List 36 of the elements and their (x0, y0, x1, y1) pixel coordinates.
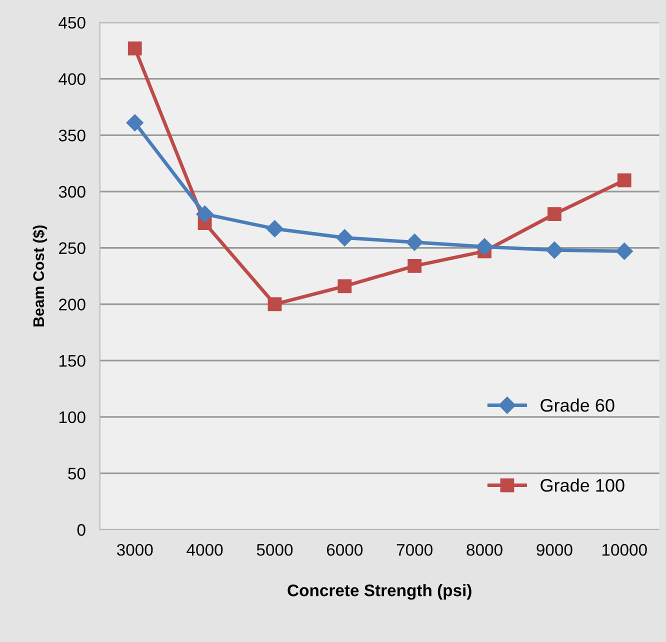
point (338, 279, 352, 294)
x-tick-label: 5000 (256, 544, 293, 556)
x-tick-label: 6000 (326, 544, 363, 556)
y-tick-label: 350 (58, 130, 86, 142)
point (616, 242, 633, 260)
x-tick-label: 7000 (396, 544, 432, 556)
x-tick-label: 4000 (186, 544, 223, 556)
x-axis-title: Concrete Strength (psi) (288, 584, 472, 600)
legend-label: Grade 60 (540, 398, 614, 412)
y-tick-label: 0 (77, 524, 86, 536)
y-tick-label: 450 (58, 16, 86, 29)
point (196, 206, 214, 223)
x-tick-label: 9000 (536, 544, 572, 556)
y-tick-label: 300 (58, 186, 86, 198)
y-tick-label: 200 (59, 298, 86, 310)
point (268, 297, 282, 312)
y-axis-title: Beam Cost ($) (32, 225, 48, 326)
point (408, 258, 422, 273)
point (548, 207, 562, 222)
x-tick-label: 3000 (116, 544, 153, 556)
y-tick-label: 400 (58, 73, 86, 86)
point (476, 238, 494, 256)
y-tick-label: 250 (59, 242, 86, 254)
point (617, 173, 632, 188)
point (336, 229, 354, 246)
y-tick-label: 150 (59, 354, 86, 367)
x-tick-label: 8000 (466, 544, 502, 556)
x-tick-label: 10000 (602, 544, 647, 556)
y-tick-label: 100 (59, 411, 86, 424)
point (128, 41, 142, 56)
y-tick-label: 50 (68, 468, 86, 480)
point (266, 220, 284, 238)
point (546, 242, 563, 259)
legend-label: Grade 100 (540, 478, 624, 492)
point (406, 234, 424, 251)
point (126, 114, 144, 132)
